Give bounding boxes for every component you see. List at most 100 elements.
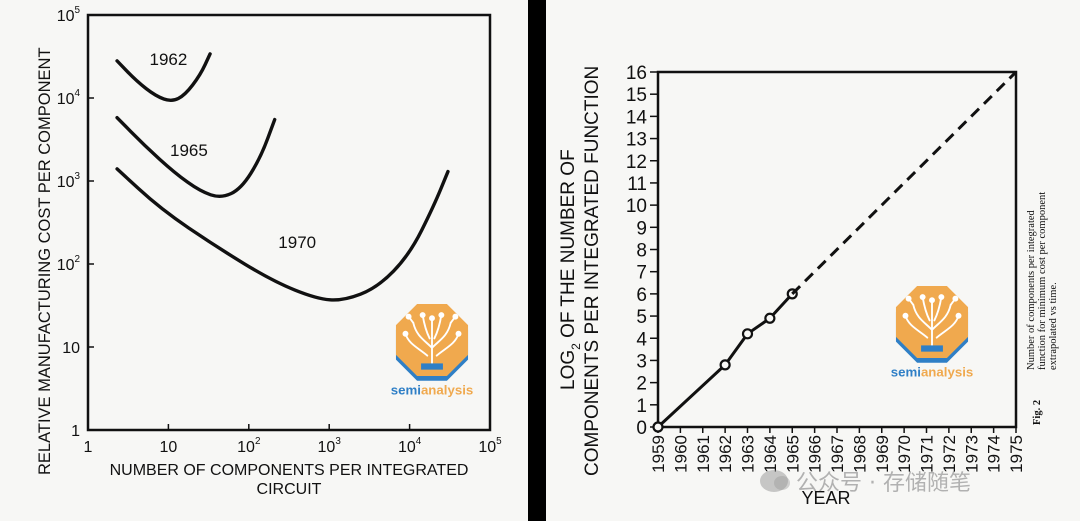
y-tick-label: 11 (627, 174, 647, 195)
y-tick-label: 4 (636, 329, 647, 350)
y-tick-label: 2 (636, 374, 647, 395)
x-axis-title: YEAR (801, 488, 850, 508)
left-logo-wordmark: semianalysis (391, 383, 474, 398)
y-tick-label: 105 (57, 5, 81, 25)
figure-caption-line: Number of components per integrated (1026, 209, 1037, 370)
x-tick-label: 1 (84, 439, 93, 456)
y-axis-title-line2: COMPONENTS PER INTEGRATED FUNCTION (582, 66, 603, 476)
right-logo-node (902, 312, 909, 319)
cost-vs-components-chart: 1 10 102 103 104 105 1 10 102 103 104 105 1962 1965 19… (36, 5, 502, 498)
right-logo-node (955, 312, 962, 319)
y-tick-label: 16 (626, 63, 647, 84)
left-chart-panel: 1 10 102 103 104 105 1 10 102 103 104 105 1962 1965 19… (0, 0, 528, 521)
data-point (719, 359, 731, 371)
y-tick-label: 0 (636, 418, 647, 439)
right-logo-wordmark: semianalysis (891, 365, 974, 380)
left-logo-node (419, 312, 426, 319)
right-logo-tree-icon (902, 294, 962, 347)
y-tick-label: 1 (71, 423, 80, 440)
x-tick-label: 1965 (783, 435, 802, 473)
watermark-text: 公众号 · 存储随笔 (796, 471, 971, 496)
y-tick-label: 8 (636, 241, 647, 262)
y-tick-label: 104 (57, 88, 81, 108)
left-logo-base (421, 363, 443, 370)
left-logo-node (438, 312, 445, 319)
y-tick-label: 3 (636, 351, 647, 372)
wechat-icon (760, 470, 790, 492)
x-tick-label: 105 (478, 436, 502, 456)
series-label-1962: 1962 (149, 50, 187, 69)
x-axis-title-line1: NUMBER OF COMPONENTS PER INTEGRATED (110, 462, 469, 479)
x-axis-title-line2: CIRCUIT (257, 481, 322, 498)
y-tick-label: 103 (57, 171, 81, 191)
left-logo (395, 303, 469, 381)
x-tick-label: 103 (318, 436, 342, 456)
right-logo (895, 285, 969, 363)
left-logo-branch (431, 321, 452, 349)
x-tick-label: 1963 (739, 435, 758, 473)
right-logo-node (919, 294, 926, 301)
left-logo-tree-icon (402, 312, 462, 365)
y-tick-label: 7 (636, 263, 647, 284)
y-tick-label: 5 (636, 307, 647, 328)
x-tick-label: 1974 (985, 435, 1004, 473)
x-tick-label: 1959 (649, 435, 668, 473)
y-axis-title-line1: LOG2 OF THE NUMBER OF (558, 149, 583, 390)
figure-number: Fig. 2 (1032, 400, 1043, 425)
x-tick-label: 10 (160, 439, 178, 456)
x-tick-label: 1970 (895, 435, 914, 473)
data-point (741, 328, 754, 340)
series-line-1962 (115, 52, 212, 102)
y-axis-title: RELATIVE MANUFACTURING COST PER COMPONEN… (36, 47, 54, 475)
x-tick-label: 1964 (761, 435, 780, 473)
series-line-extrapolated (791, 70, 1018, 295)
left-logo-node (452, 313, 459, 320)
y-tick-label: 102 (57, 254, 81, 274)
x-tick-label: 1975 (1007, 435, 1026, 473)
left-logo-node (455, 330, 462, 337)
left-logo-node (402, 330, 409, 337)
x-tick-label: 1961 (694, 435, 713, 473)
y-tick-label: 12 (626, 152, 647, 173)
right-logo-node (905, 295, 912, 302)
x-tick-label: 1973 (962, 435, 981, 473)
series-line-1965 (115, 115, 277, 198)
x-tick-label: 1971 (918, 435, 937, 473)
panel-divider (528, 0, 546, 521)
x-tick-label: 1972 (940, 435, 959, 473)
y-tick-label: 10 (62, 340, 80, 357)
left-logo-node (429, 315, 435, 322)
x-tick-label: 102 (237, 436, 261, 456)
series-line-1970 (115, 167, 450, 302)
x-tick-label: 1960 (671, 435, 690, 473)
right-chart-panel: 0 1 2 3 4 5 6 7 8 9 10 11 12 13 14 15 16 1959 1960 1961 1962… (546, 0, 1080, 521)
left-logo-branch (412, 321, 433, 349)
y-tick-label: 14 (626, 107, 648, 128)
data-point (764, 312, 776, 324)
right-logo-node (929, 297, 935, 304)
figure-caption-line: function for minimum cost per component (1037, 192, 1048, 370)
data-point (652, 421, 664, 433)
right-logo-branch (931, 303, 952, 331)
x-tick-label: 1968 (850, 435, 869, 473)
y-tick-label: 1 (636, 396, 647, 417)
y-tick-label: 13 (626, 130, 647, 151)
plot-frame (86, 13, 492, 432)
x-tick-label: 1962 (716, 435, 735, 473)
right-logo-node (938, 294, 945, 301)
left-logo-node (405, 313, 412, 320)
right-logo-node (952, 295, 959, 302)
x-tick-label: 1966 (806, 435, 825, 473)
series-label-1970: 1970 (278, 233, 316, 252)
x-tick-label: 1969 (873, 435, 892, 473)
figure-caption-line: extrapolated vs time. (1048, 282, 1059, 370)
x-tick-label: 1967 (828, 435, 847, 473)
right-logo-branch (912, 303, 933, 331)
y-tick-label: 10 (626, 196, 647, 217)
watermark: 公众号 · 存储随笔 (760, 466, 1060, 496)
series-label-1965: 1965 (170, 141, 208, 160)
x-tick-label: 104 (398, 436, 422, 456)
y-tick-label: 9 (636, 218, 647, 239)
right-logo-base (921, 345, 943, 352)
